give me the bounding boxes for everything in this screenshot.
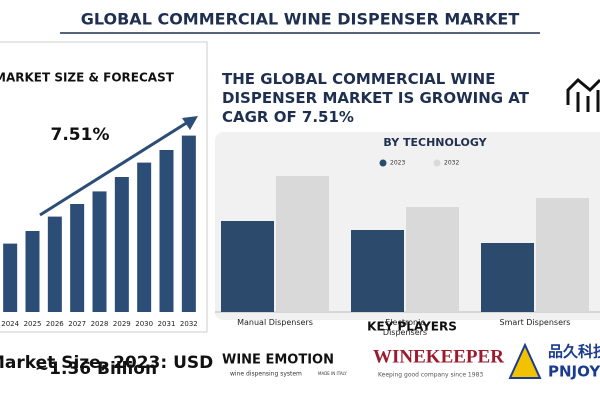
market-size-line2: ~1.36 Billion xyxy=(35,359,157,379)
growth-arrow xyxy=(39,120,189,217)
bar xyxy=(3,243,18,312)
bar xyxy=(137,162,152,312)
x-tick-label: Manual Dispensers xyxy=(237,318,313,327)
bar xyxy=(70,204,85,312)
x-tick-label: Smart Dispensers xyxy=(499,318,571,327)
bar xyxy=(221,221,274,312)
player-note: MADE IN ITALY xyxy=(318,371,347,376)
trend-icon xyxy=(566,77,600,112)
bar xyxy=(181,135,196,312)
x-tick-label: 2029 xyxy=(113,320,131,328)
market-size-line1: Market Size, 2023: USD xyxy=(0,353,213,373)
page-title: GLOBAL COMMERCIAL WINE DISPENSER MARKET xyxy=(81,10,520,29)
bar xyxy=(351,230,404,312)
bar xyxy=(536,198,589,312)
bar xyxy=(25,231,40,312)
legend-swatch xyxy=(379,159,387,167)
chart-title: BY TECHNOLOGY xyxy=(383,136,487,149)
players-title: KEY PLAYERS xyxy=(367,320,457,334)
players-panel xyxy=(215,320,600,400)
x-tick-label: 2030 xyxy=(135,320,153,328)
player-name: WINEKEEPER xyxy=(373,346,504,367)
player-tagline: PNJOY xyxy=(548,363,600,381)
legend-label: 2023 xyxy=(390,160,405,167)
legend-swatch xyxy=(433,159,441,167)
x-tick-label: 2028 xyxy=(91,320,109,328)
bar xyxy=(47,216,62,312)
growth-annotation: 7.51% xyxy=(51,125,110,145)
chart-title: MARKET SIZE & FORECAST xyxy=(0,71,175,85)
x-tick-label: 2026 xyxy=(46,320,64,328)
x-tick-label: 2027 xyxy=(68,320,86,328)
bar xyxy=(406,207,459,312)
bar xyxy=(114,177,129,312)
bar xyxy=(276,176,329,312)
x-tick-label: 2024 xyxy=(1,320,19,328)
x-tick-label: 2025 xyxy=(24,320,42,328)
arrow-head xyxy=(182,116,198,130)
x-tick-label: 2031 xyxy=(158,320,176,328)
header-bg xyxy=(0,0,600,36)
bar xyxy=(481,243,534,312)
bar xyxy=(159,150,174,312)
player-tagline: wine dispensing system xyxy=(230,371,302,378)
player-name: 品久科技 xyxy=(548,343,600,361)
player-tagline: Keeping good company since 1983 xyxy=(378,372,483,379)
headline: THE GLOBAL COMMERCIAL WINE DISPENSER MAR… xyxy=(222,70,529,126)
x-tick-label: Electronic Dispensers xyxy=(382,318,428,337)
pnjoy-logo xyxy=(508,342,542,379)
bar xyxy=(92,191,107,312)
player-name: WINE EMOTION xyxy=(222,353,334,368)
legend-label: 2032 xyxy=(444,160,459,167)
x-tick-label: 2032 xyxy=(180,320,198,328)
